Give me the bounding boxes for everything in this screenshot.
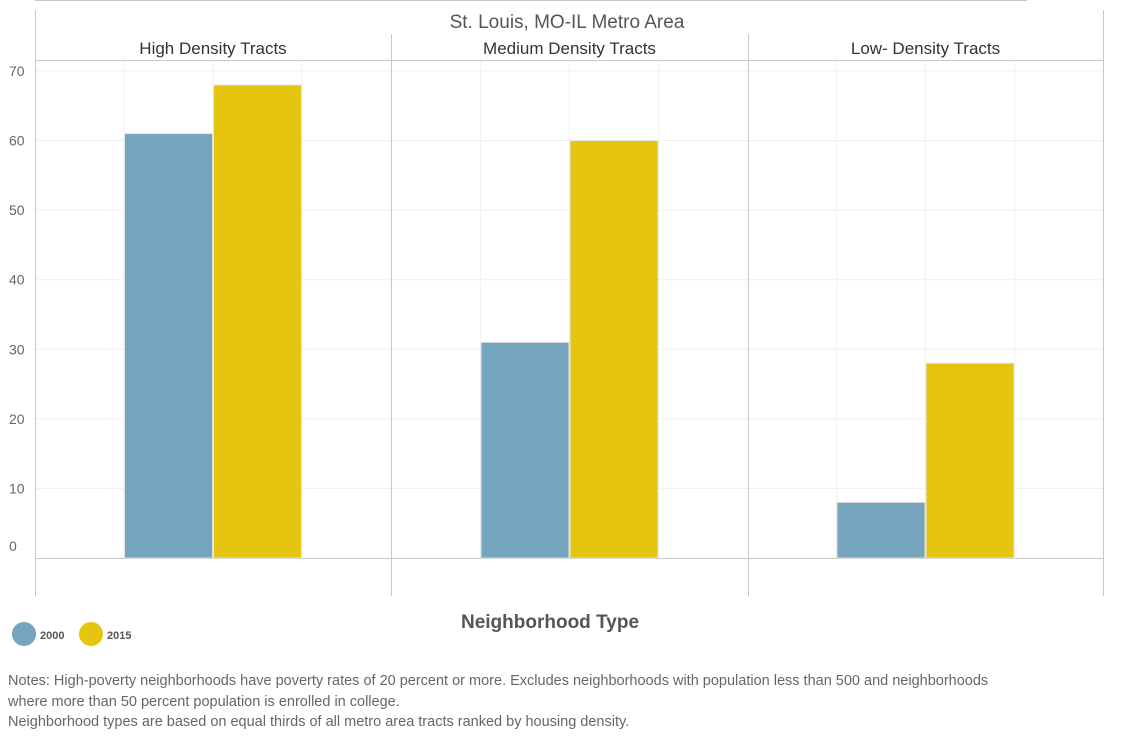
bar-2000 <box>836 501 926 559</box>
notes-line-3: Neighborhood types are based on equal th… <box>8 714 630 730</box>
y-tick-label: 30 <box>9 341 25 357</box>
panel-title: Medium Density Tracts <box>483 39 656 58</box>
legend-swatch-2015 <box>79 622 103 646</box>
panel-title: Low- Density Tracts <box>851 39 1000 58</box>
chart: St. Louis, MO-IL Metro Area High Density … <box>9 0 1104 646</box>
y-tick-label: 20 <box>9 411 25 427</box>
x-axis-label: Neighborhood Type <box>461 612 639 633</box>
y-tick-label: 70 <box>9 63 25 79</box>
legend-swatch-2000 <box>12 622 36 646</box>
legend-label: 2015 <box>107 630 131 642</box>
y-tick-label: 50 <box>9 202 25 218</box>
legend-label: 2000 <box>40 630 64 642</box>
bar-2000 <box>124 133 213 559</box>
y-tick-label: 60 <box>9 133 25 149</box>
bar-2015 <box>925 362 1015 559</box>
panel-title: High Density Tracts <box>139 39 286 58</box>
notes-line-2: where more than 50 percent population is… <box>8 693 400 710</box>
y-tick-label: 40 <box>9 272 25 288</box>
notes: Notes: High-poverty neighborhoods have p… <box>8 671 1118 733</box>
y-tick-label: 10 <box>9 480 25 496</box>
notes-line-1: Notes: High-poverty neighborhoods have p… <box>8 673 989 689</box>
bar-2000 <box>480 341 570 559</box>
bar-2015 <box>569 140 659 559</box>
y-tick-label: 0 <box>9 538 17 554</box>
chart-title: St. Louis, MO-IL Metro Area <box>450 12 685 33</box>
bar-2015 <box>213 84 302 559</box>
